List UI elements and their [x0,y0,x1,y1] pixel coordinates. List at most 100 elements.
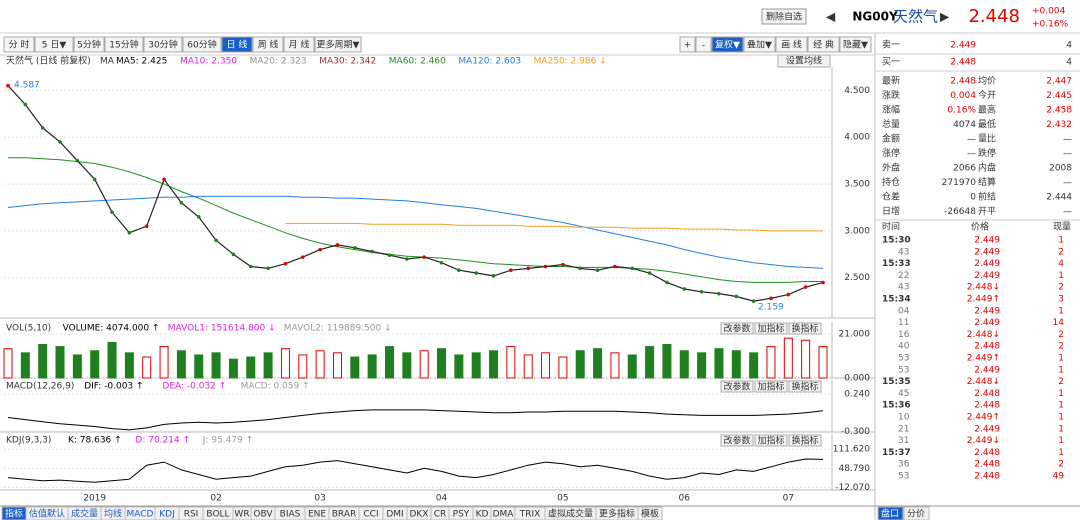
panel-button-label[interactable]: 换指标 [791,435,818,447]
indicator-tab-label[interactable]: 均线 [104,508,122,520]
tool-button-label[interactable]: 复权▼ [715,39,740,51]
indicator-tab-label[interactable]: MACD [127,510,154,520]
indicator-tab-label[interactable]: KD [476,510,489,520]
panel-button[interactable] [720,322,754,335]
tool-button[interactable] [695,36,712,53]
period-button-label[interactable]: 日 线 [227,39,248,51]
indicator-tab-label[interactable]: 成交量 [71,508,98,520]
settings-label[interactable]: 设置均线 [786,55,822,67]
period-button[interactable] [283,36,315,53]
period-button-label[interactable]: 5分钟 [77,39,101,51]
period-button-label[interactable]: 分 时 [9,39,30,51]
price-point [699,289,704,294]
indicator-tab-label[interactable]: ENE [308,510,326,520]
panel-button-label[interactable]: 加指标 [757,381,784,393]
period-button-label[interactable]: 5 日▼ [42,40,67,51]
period-button[interactable] [73,36,105,53]
tool-button[interactable] [679,36,696,53]
period-button[interactable] [182,36,222,53]
tool-button-label[interactable]: 画 线 [781,39,802,51]
period-button[interactable] [3,36,35,53]
period-button[interactable] [104,36,144,53]
indicator-tab-label[interactable]: DMI [386,510,403,520]
panel-button-label[interactable]: 换指标 [791,323,818,335]
stat-label: 开平 [978,206,996,217]
period-button[interactable] [34,36,74,53]
nav-arrows[interactable]: ◀ [826,10,836,24]
period-button-label[interactable]: 15分钟 [109,39,138,51]
delete-button-label[interactable]: 删除自选 [766,11,802,23]
trade-price: 2.448↓ [967,330,1000,340]
panel-button-label[interactable]: 加指标 [757,435,784,447]
panel-button[interactable] [754,434,788,447]
tool-button[interactable] [711,36,744,53]
indicator-tab-label[interactable]: TRIX [519,510,541,520]
panel-button[interactable] [754,322,788,335]
quote-tab[interactable] [877,506,904,520]
panel-button[interactable] [754,380,788,393]
panel-button[interactable] [788,434,822,447]
panel-button[interactable] [720,380,754,393]
indicator-tab-label[interactable]: 更多指标 [599,508,635,520]
panel-button-label[interactable]: 加指标 [757,323,784,335]
period-button[interactable] [143,36,183,53]
change: +0.004 [1032,7,1066,17]
volume-bar [367,354,377,379]
tool-button-label[interactable]: + [684,41,692,51]
period-button[interactable] [314,36,362,53]
panel-button[interactable] [788,380,822,393]
indicator-tab-label[interactable]: CR [434,510,447,520]
indicator-tab-label[interactable]: 虚拟成交量 [548,508,593,520]
indicator-tab-label[interactable]: DKX [410,510,429,520]
price-point [821,280,825,285]
trade-time: 15:36 [882,401,911,411]
panel-button-label[interactable]: 换指标 [791,381,818,393]
stat-label: 今开 [978,89,996,101]
tool-button[interactable] [775,36,808,53]
period-button-label[interactable]: 60分钟 [187,39,216,51]
period-button-label[interactable]: 月 线 [289,39,310,51]
period-button-label[interactable]: 更多周期▼ [317,39,360,51]
indicator-tab-label[interactable]: OBV [253,510,273,520]
indicator-tab-label[interactable]: 指标 [5,508,23,520]
tool-button[interactable] [807,36,840,53]
panel-button-label[interactable]: 改参数 [723,435,750,447]
period-button-label[interactable]: 30分钟 [148,39,177,51]
indicator-tab-label[interactable]: KDJ [159,510,175,520]
tool-button[interactable] [839,36,872,53]
indicator-tab-label[interactable]: PSY [453,510,470,520]
tool-button-label[interactable]: 隐藏▼ [843,39,868,51]
quote-tab-label[interactable]: 盘口 [881,508,899,520]
panel-button-label[interactable]: 改参数 [723,323,750,335]
tool-button-label[interactable]: 叠加▼ [747,40,772,51]
stat-label: 涨跌 [882,90,900,101]
settings-button[interactable] [777,54,831,68]
indicator-tab-label[interactable]: WR [234,510,249,520]
indicator-tab[interactable] [637,506,663,520]
quote-tab[interactable] [903,506,930,520]
indicator-tab-label[interactable]: DMA [493,510,515,520]
stat-value: 2.432 [1046,120,1072,130]
period-button[interactable] [221,36,253,53]
period-button[interactable] [252,36,284,53]
panel-button-label[interactable]: 改参数 [723,381,750,393]
indicator-tab-label[interactable]: BOLL [206,510,229,520]
indicator-tab-label[interactable]: BRAR [332,510,356,520]
delete-button[interactable] [761,8,807,25]
tool-button[interactable] [743,36,776,53]
trade-volume: 1 [1058,236,1064,246]
period-button-label[interactable]: 周 线 [258,39,279,51]
panel-button[interactable] [720,434,754,447]
tool-button-label[interactable]: 经 典 [813,39,834,51]
indicator-tab-label[interactable]: CCI [363,510,378,520]
indicator-tab-label[interactable]: BIAS [280,510,301,520]
quote-tab-label[interactable]: 分价 [907,509,925,520]
indicator-tab-label[interactable]: RSI [184,510,199,520]
nav-arrows[interactable]: ▶ [940,10,950,24]
stat-label: 结算 [978,176,996,188]
panel-button[interactable] [788,322,822,335]
indicator-tab-label[interactable]: 估值默认 [29,508,65,520]
trade-time: 40 [898,342,910,352]
tool-button-label[interactable]: - [702,41,705,51]
indicator-tab-label[interactable]: 模板 [641,508,659,520]
